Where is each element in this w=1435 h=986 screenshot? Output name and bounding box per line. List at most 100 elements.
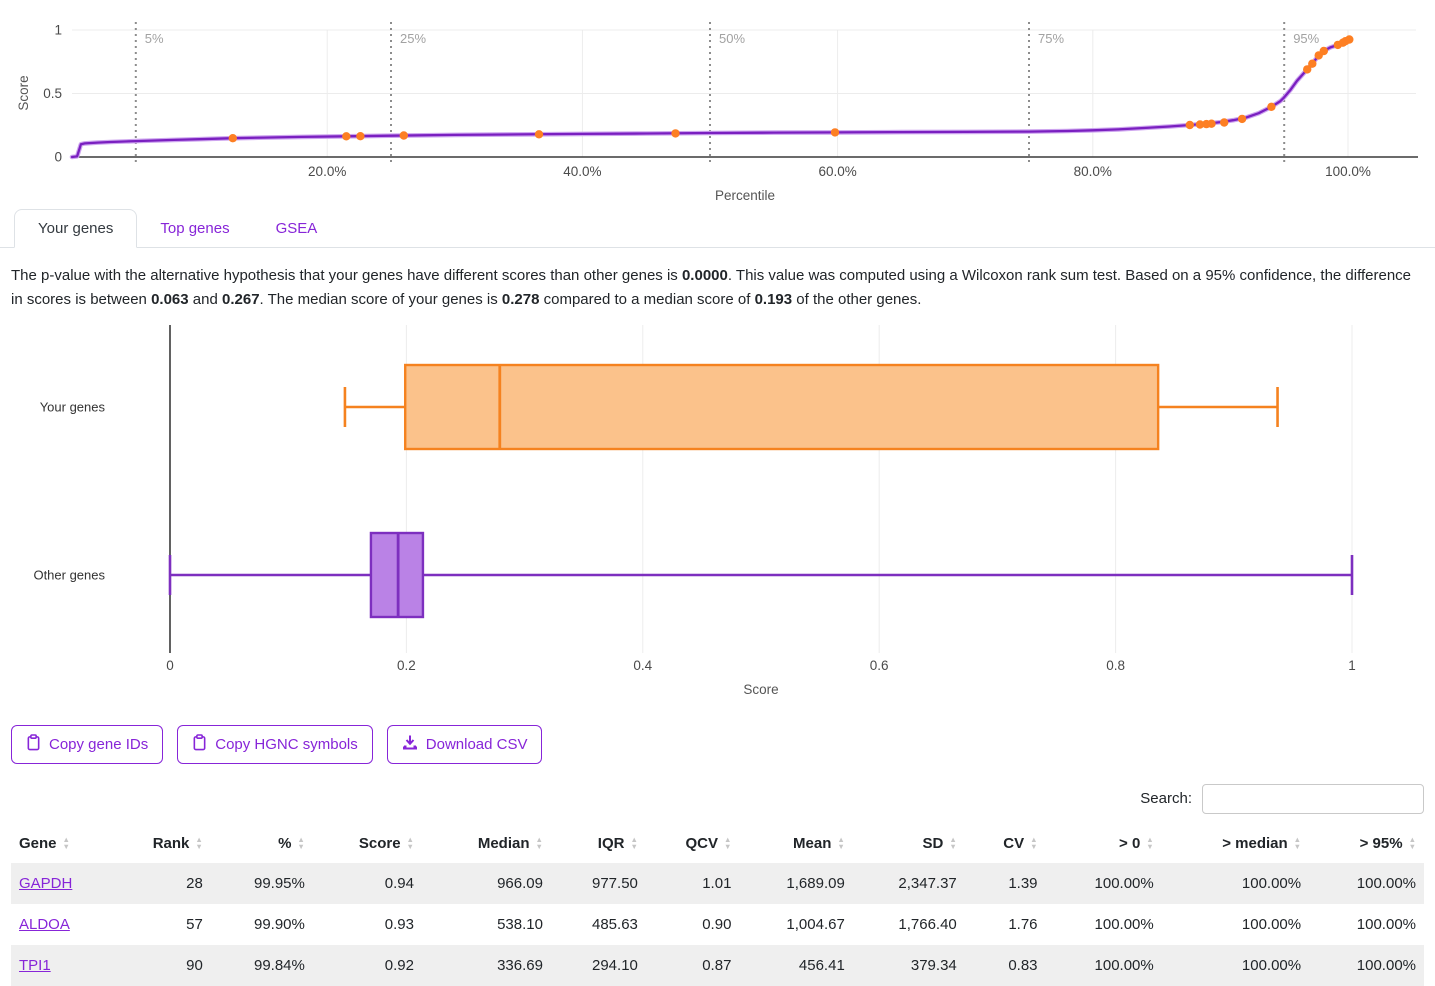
column-header-score[interactable]: Score ▲ ▼ (313, 824, 422, 863)
download-csv-button[interactable]: Download CSV (386, 724, 543, 764)
toolbar: Copy gene IDs Copy HGNC symbols Download… (11, 724, 1424, 764)
sort-icon: ▲ ▼ (62, 835, 70, 851)
gene-cell: TPI1 (11, 945, 117, 986)
results-table: Gene ▲ ▼ Rank ▲ ▼% ▲ ▼ Score ▲ ▼ Median ▲ ▼ IQR ▲ ▼ QCV ▲ ▼… (11, 824, 1424, 986)
cell: 100.00% (1241, 956, 1302, 974)
copy-gene-ids-button[interactable]: Copy gene IDs (11, 724, 164, 764)
column-header-rank[interactable]: Rank ▲ ▼ (117, 824, 211, 863)
column-header-qcv[interactable]: QCV ▲ ▼ (646, 824, 740, 863)
cell: 90 (186, 956, 203, 974)
gene-score-point (399, 131, 408, 140)
summary-text: . The median score of your genes is (259, 291, 502, 309)
cell: 100.00% (1241, 915, 1302, 933)
sort-icon: ▲ ▼ (630, 835, 638, 851)
x-tick-label: 100.0% (1325, 164, 1371, 179)
gene-score-point (356, 132, 365, 141)
button-label: Download CSV (425, 735, 528, 753)
table-body: GAPDH 28 99.95% 0.94 966.09 977.50 1.01 1,689.0… (11, 862, 1424, 986)
cell: 100.00% (1094, 874, 1154, 892)
gene-cell: GAPDH (11, 863, 117, 904)
gene-score-point (1319, 46, 1329, 56)
ci-lower: 0.063 (151, 291, 189, 309)
column-header-gene[interactable]: Gene ▲ ▼ (11, 824, 117, 863)
y-tick-label: 0 (54, 150, 62, 165)
column-label: SD (922, 834, 944, 852)
button-label: Copy gene IDs (49, 735, 149, 753)
x-tick-label: 0 (166, 658, 174, 673)
gene-cell: ALDOA (11, 904, 117, 945)
x-tick-label: 1 (1348, 658, 1356, 673)
gene-link[interactable]: ALDOA (19, 915, 70, 933)
column-label: CV (1003, 834, 1025, 852)
tab-top-genes[interactable]: Top genes (160, 220, 230, 237)
tab-bar: Your genes Top genes GSEA (0, 209, 1435, 248)
column-header-95[interactable]: > 95% ▲ ▼ (1309, 824, 1424, 863)
cell: 336.69 (497, 956, 543, 974)
boxplot-svg: Your genes Other genes 0 0.2 0.4 0.6 0.8 1 Score (33, 324, 1356, 697)
copy-hgnc-symbols-button[interactable]: Copy HGNC symbols (177, 724, 373, 764)
column-header-mean[interactable]: Mean ▲ ▼ (739, 824, 852, 863)
gene-score-point (1185, 120, 1195, 130)
sort-icon: ▲ ▼ (837, 835, 845, 851)
cell: 99.90% (253, 915, 305, 933)
gene-score-point (1195, 120, 1205, 129)
gene-score-point (1345, 35, 1354, 44)
cell: 28 (186, 874, 203, 892)
cell: 0.87 (702, 956, 732, 974)
sort-icon: ▲ ▼ (723, 835, 732, 851)
cell: 100.00% (1356, 956, 1416, 974)
score-curve-halo (69, 36, 1352, 160)
column-label: Rank (152, 834, 190, 852)
x-axis-title: Score (743, 682, 778, 697)
column-header-iqr[interactable]: IQR ▲ ▼ (551, 824, 646, 863)
x-tick-label: 0.4 (633, 658, 652, 673)
cell: 0.93 (384, 915, 414, 933)
gene-score-point (671, 129, 680, 138)
cell: 966.09 (497, 874, 543, 892)
gene-score-point (228, 134, 237, 143)
cell: 294.10 (592, 956, 638, 974)
percentile-marker-label: 50% (719, 31, 745, 46)
tab-gsea[interactable]: GSEA (275, 220, 318, 237)
sort-icon: ▲ ▼ (406, 835, 414, 851)
column-label: Median (477, 834, 530, 852)
tab-your-genes[interactable]: Your genes (14, 209, 138, 248)
column-header-median[interactable]: Median ▲ ▼ (422, 824, 551, 863)
clipboard-icon (192, 733, 207, 755)
sort-icon: ▲ ▼ (297, 835, 305, 851)
x-tick-label: 40.0% (563, 164, 601, 179)
column-header-[interactable]: % ▲ ▼ (211, 824, 313, 863)
x-axis-title: Percentile (715, 188, 775, 203)
cell: 57 (186, 915, 203, 933)
x-tick-label: 0.6 (870, 658, 889, 673)
search-row: Search: (11, 783, 1424, 814)
gene-link[interactable]: GAPDH (19, 874, 73, 892)
cell: 1,766.40 (898, 915, 957, 933)
cell: 2,347.37 (898, 874, 957, 892)
column-header-median[interactable]: > median ▲ ▼ (1162, 824, 1309, 863)
percentile-curve-chart: 0 0.5 1 20.0% 40.0% 60.0% 80.0% 100.0% 5% 25% 50% 7… (0, 0, 1435, 205)
column-header-sd[interactable]: SD ▲ ▼ (853, 824, 965, 863)
column-label: IQR (597, 834, 625, 852)
cell: 100.00% (1094, 956, 1154, 974)
cell: 485.63 (592, 915, 638, 933)
cell: 99.95% (253, 874, 305, 892)
column-label: % (278, 834, 292, 852)
cell: 99.84% (253, 956, 305, 974)
gene-link[interactable]: TPI1 (19, 956, 51, 974)
cell: 100.00% (1356, 915, 1416, 933)
cell: 538.10 (497, 915, 543, 933)
gene-score-point (1220, 118, 1229, 127)
cell: 0.92 (384, 956, 414, 974)
cell: 100.00% (1356, 874, 1416, 892)
sort-icon: ▲ ▼ (949, 835, 957, 851)
column-label: > 0 (1119, 834, 1141, 852)
column-header-0[interactable]: > 0 ▲ ▼ (1046, 824, 1162, 863)
percentile-marker-label: 75% (1038, 31, 1064, 46)
y-tick-label: 0.5 (43, 86, 62, 101)
summary-text: and (188, 291, 222, 309)
sort-icon: ▲ ▼ (195, 835, 203, 851)
search-input[interactable] (1202, 783, 1424, 814)
gene-score-point (830, 128, 840, 137)
column-header-cv[interactable]: CV ▲ ▼ (965, 824, 1046, 863)
